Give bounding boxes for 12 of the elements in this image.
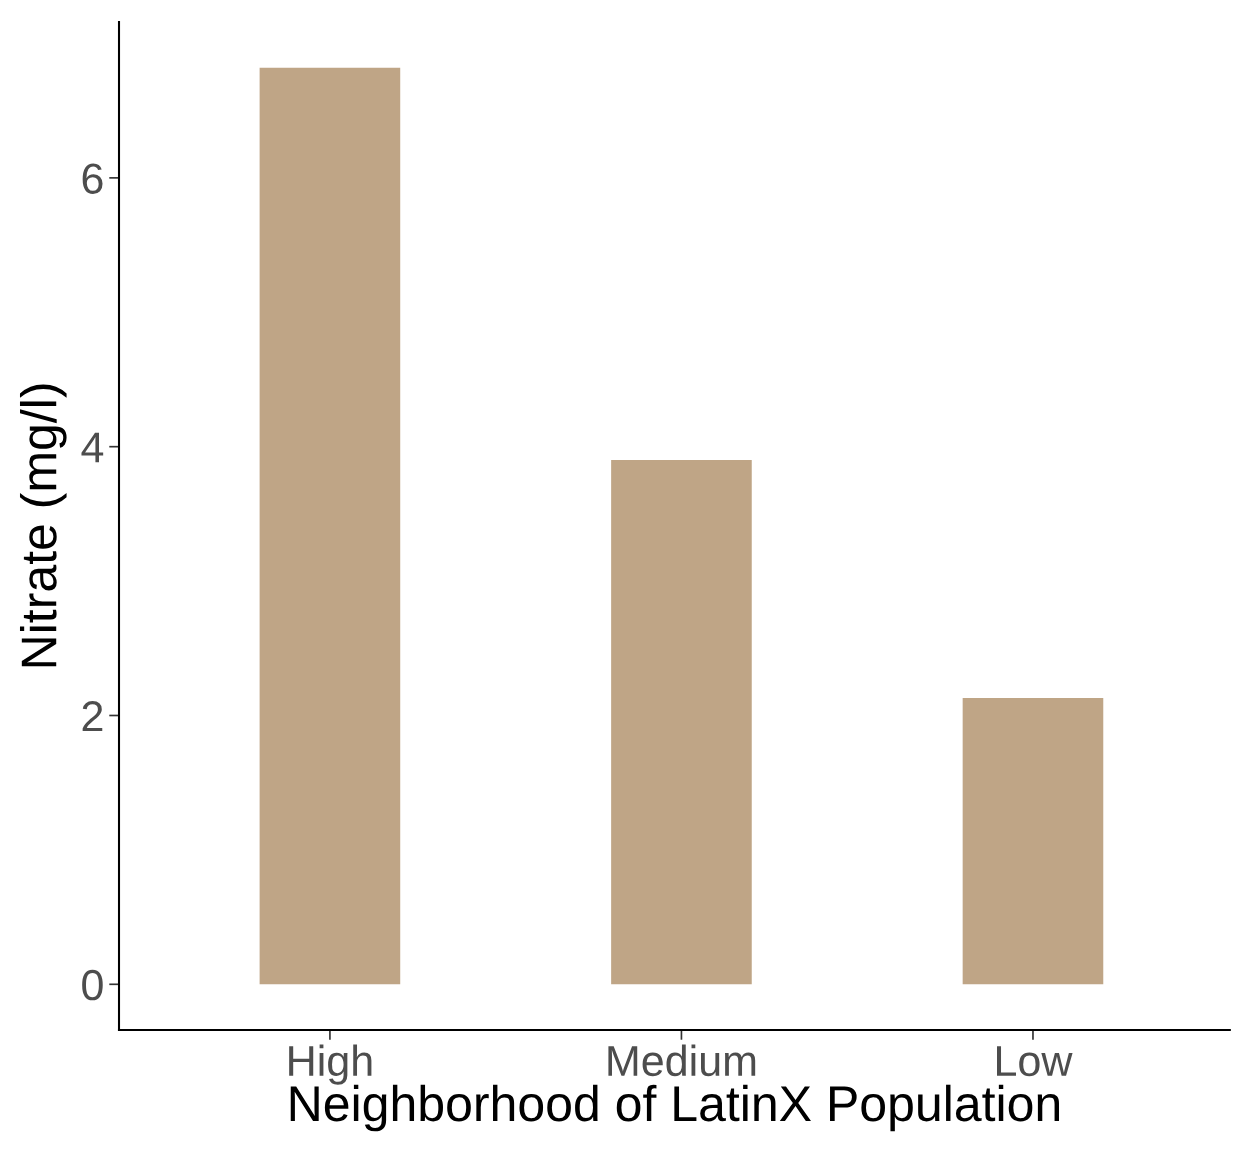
- y-tick-label: 6: [82, 163, 103, 194]
- x-tick-label: Low: [997, 1046, 1073, 1077]
- x-axis-title: Neighborhood of LatinX Population: [290, 1084, 1059, 1132]
- bar: [962, 698, 1104, 985]
- bar: [259, 67, 401, 985]
- x-tick-label: Medium: [608, 1044, 756, 1077]
- y-axis-title: Nitrate (mg/l): [19, 384, 67, 667]
- bar: [611, 460, 752, 985]
- y-tick-label: 4: [81, 432, 104, 463]
- x-tick-label: High: [289, 1044, 372, 1085]
- y-tick-label: 2: [82, 701, 103, 732]
- y-tick-label: 0: [82, 969, 103, 1001]
